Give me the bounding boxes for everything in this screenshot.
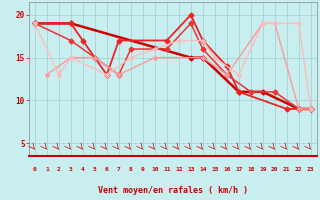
X-axis label: Vent moyen/en rafales ( km/h ): Vent moyen/en rafales ( km/h ) [98, 186, 248, 195]
